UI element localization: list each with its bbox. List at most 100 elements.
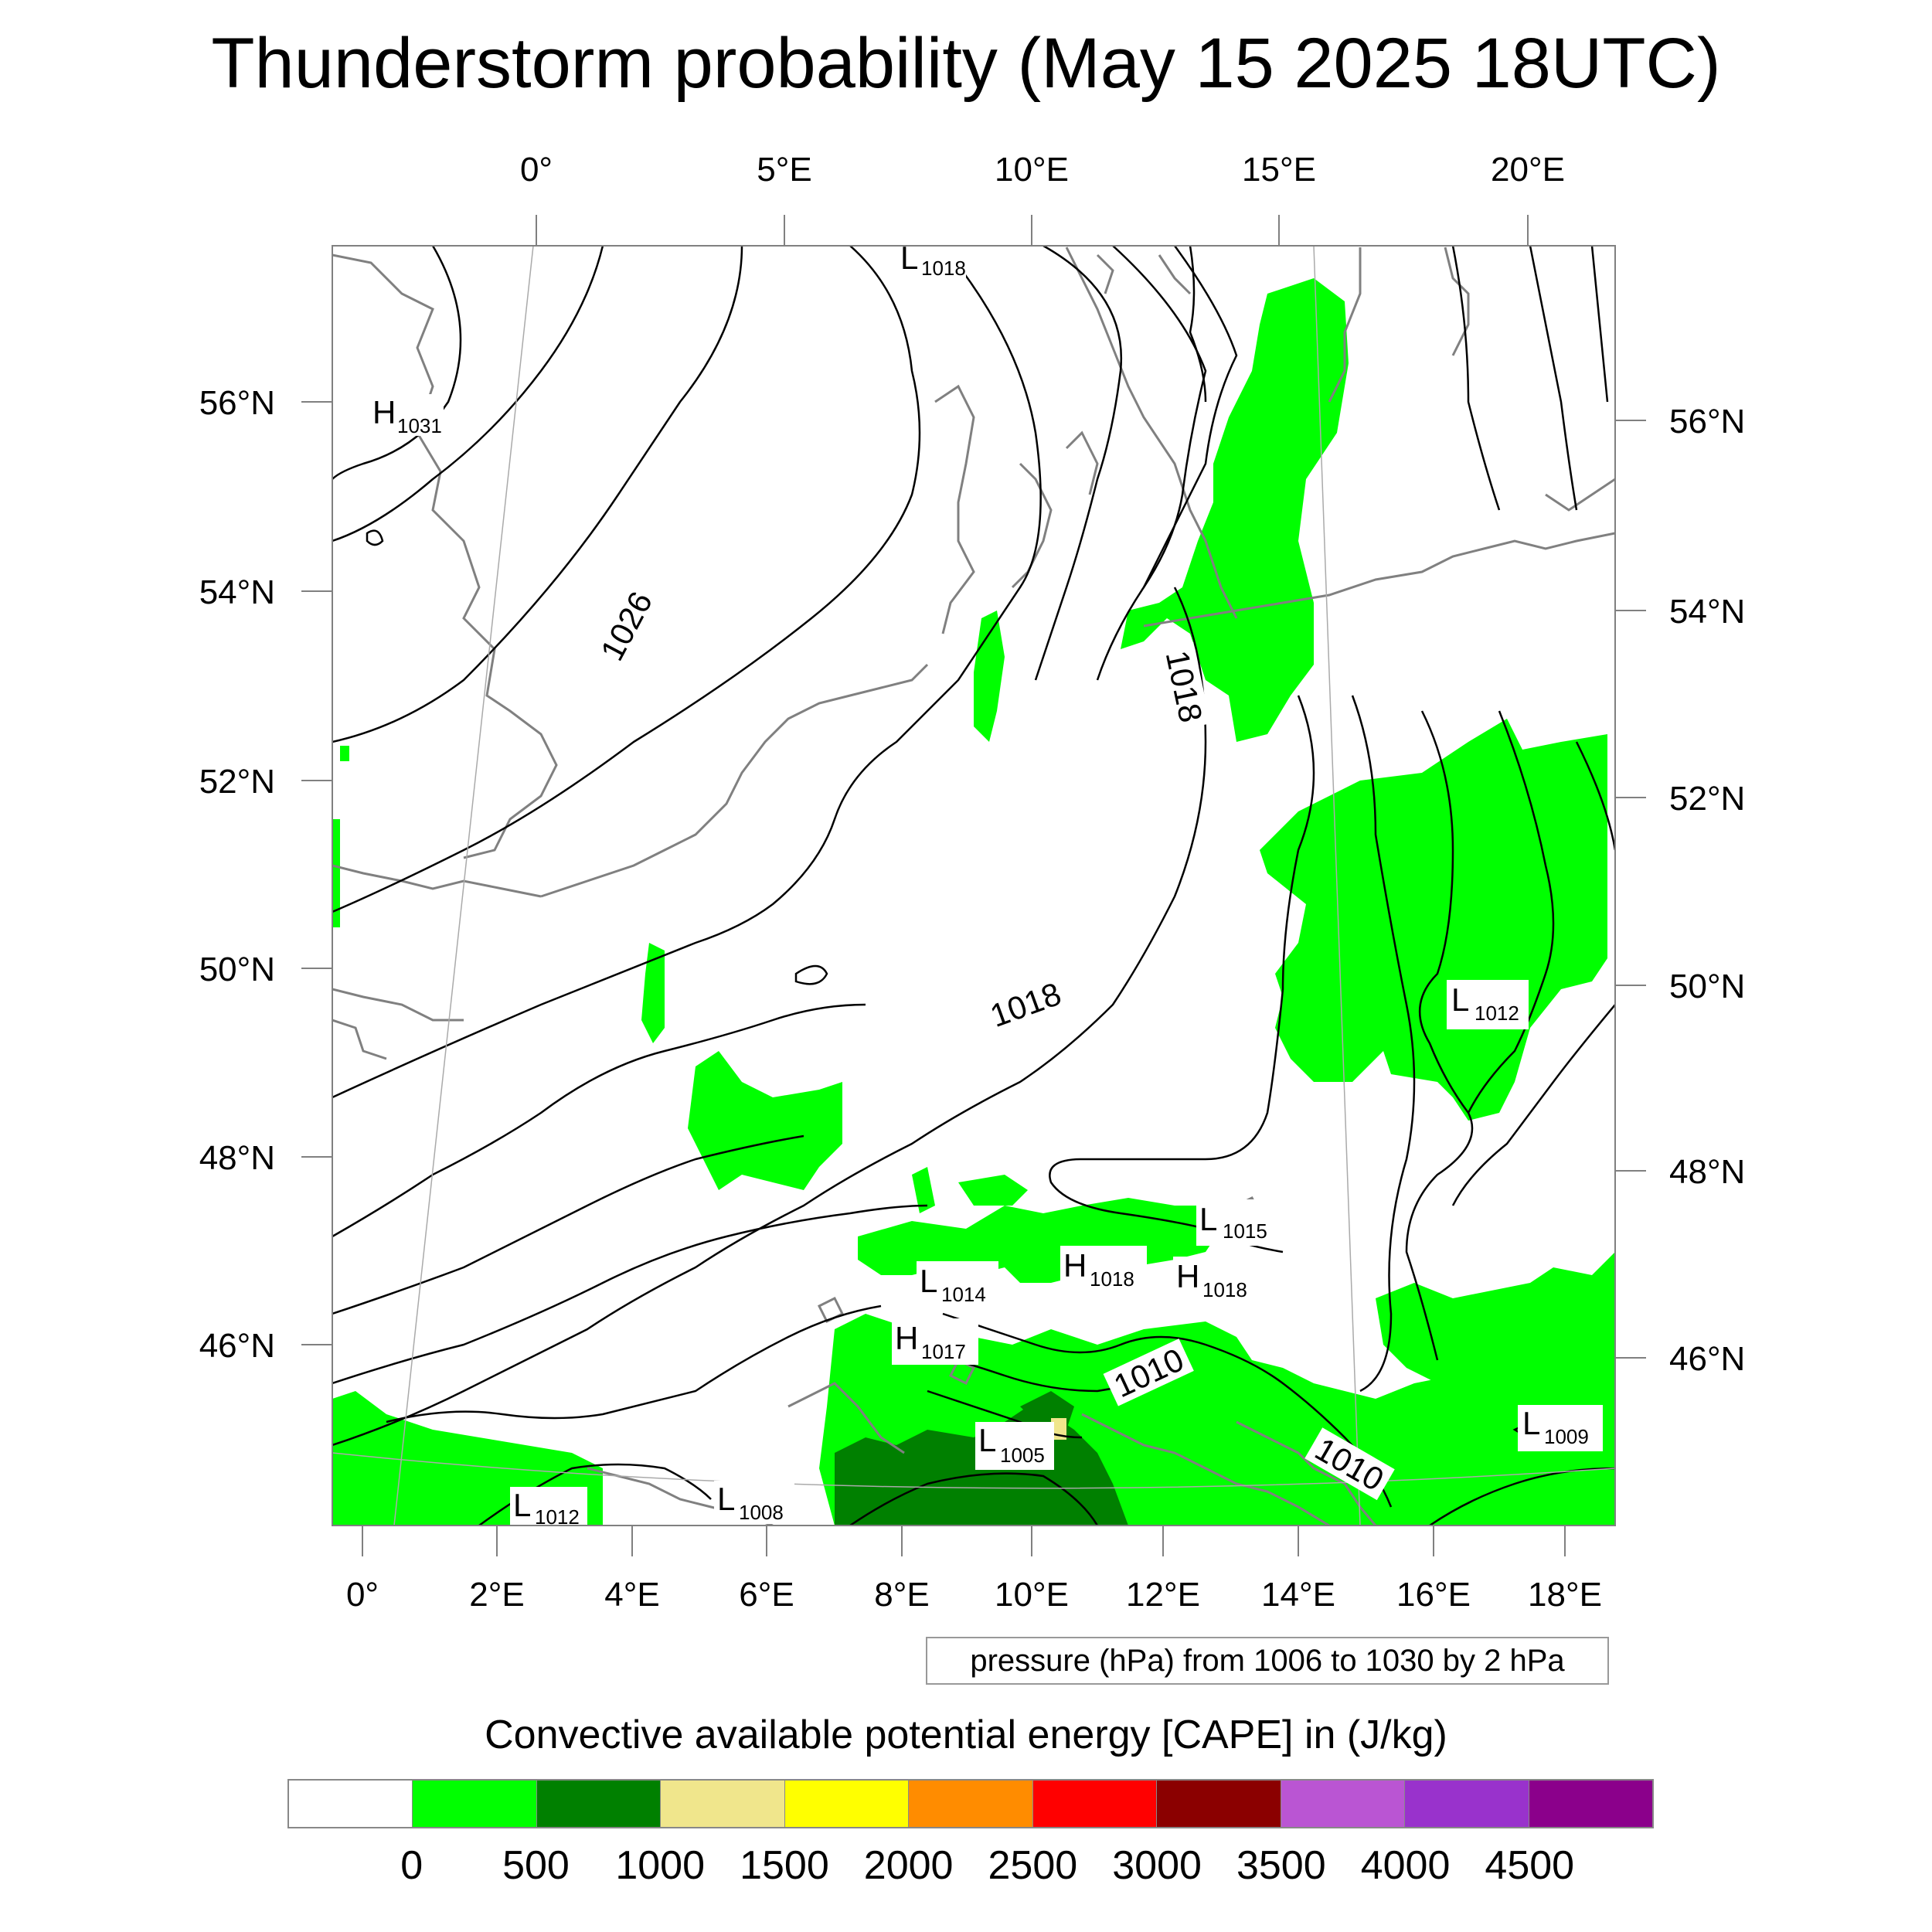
isobars [332,246,1615,1526]
colorbar-swatch [661,1781,785,1827]
left-label-54n: 54°N [199,573,275,611]
map-plot-area: L 1018 H 1031 L 1012 L 1015 L 1014 [332,240,1615,1529]
svg-text:H: H [372,394,396,430]
left-label-52n: 52°N [199,763,275,801]
left-label-46n: 46°N [199,1327,275,1365]
colorbar-label: 1000 [615,1843,706,1888]
pressure-center-h1018-a: H 1018 [1060,1246,1147,1292]
svg-text:1018: 1018 [1090,1267,1134,1291]
colorbar-swatch [536,1781,662,1827]
svg-text:H: H [1176,1258,1199,1294]
right-label-50n: 50°N [1669,968,1745,1005]
right-axis-labels: 56°N 54°N 52°N 50°N 48°N 46°N [1669,403,1745,1378]
bottom-label-4e: 4°E [604,1576,659,1614]
right-label-46n: 46°N [1669,1340,1745,1378]
pressure-center-l1014: L 1014 [917,1261,998,1308]
bottom-label-18e: 18°E [1528,1576,1602,1614]
colorbar-swatch [1529,1781,1652,1827]
top-label-10e: 10°E [995,151,1069,189]
colorbar-swatch [413,1781,537,1827]
tick-marks [301,215,1646,1556]
bottom-label-10e: 10°E [995,1576,1069,1614]
svg-text:L: L [513,1487,531,1523]
bottom-label-14e: 14°E [1261,1576,1335,1614]
plot-frame [332,245,1616,1526]
colorbar-swatch [1032,1781,1158,1827]
map-title: Thunderstorm probability (May 15 2025 18… [211,24,1721,103]
colorbar-label: 3500 [1236,1843,1326,1888]
svg-text:1012: 1012 [1475,1002,1519,1025]
colorbar-swatch [1281,1781,1406,1827]
top-label-20e: 20°E [1491,151,1565,189]
pressure-contour-note: pressure (hPa) from 1006 to 1030 by 2 hP… [926,1637,1609,1685]
top-axis-labels: 0° 5°E 10°E 15°E 20°E [520,151,1565,189]
colorbar-labels: 0 500 1000 1500 2000 2500 3000 3500 4000 4500 [0,1842,1932,1896]
svg-text:1031: 1031 [397,414,442,437]
svg-text:L: L [978,1422,996,1458]
svg-text:L: L [717,1481,735,1517]
svg-text:L: L [1451,981,1469,1018]
colorbar-swatch [1157,1781,1281,1827]
colorbar-label: 3000 [1112,1843,1202,1888]
top-label-15e: 15°E [1242,151,1316,189]
svg-text:L: L [1199,1201,1217,1237]
graticule [332,246,1615,1526]
left-label-50n: 50°N [199,951,275,988]
colorbar-label: 2000 [863,1843,954,1888]
svg-text:H: H [895,1320,918,1356]
pressure-center-l1012-west: L 1012 [510,1487,587,1529]
bottom-label-8e: 8°E [874,1576,929,1614]
bottom-label-0: 0° [346,1576,379,1614]
svg-text:L: L [920,1263,937,1299]
right-label-54n: 54°N [1669,593,1745,631]
colorbar-label: 4000 [1360,1843,1451,1888]
left-label-56n: 56°N [199,384,275,422]
legend-title: Convective available potential energy [C… [485,1713,1447,1757]
right-label-56n: 56°N [1669,403,1745,440]
bottom-label-2e: 2°E [469,1576,524,1614]
colorbar-swatch [1405,1781,1529,1827]
colorbar-swatch [909,1781,1033,1827]
right-label-48n: 48°N [1669,1153,1745,1191]
colorbar-swatch [784,1781,910,1827]
svg-text:1008: 1008 [739,1501,784,1524]
bottom-label-6e: 6°E [739,1576,794,1614]
svg-text:1009: 1009 [1544,1425,1589,1448]
pressure-center-l1005: L 1005 [975,1422,1054,1470]
colorbar-label: 1500 [740,1843,829,1888]
pressure-center-h1031: H 1031 [369,394,444,437]
pressure-centers: L 1018 H 1031 L 1012 L 1015 L 1014 [369,240,1603,1529]
colorbar-label: 500 [502,1843,570,1888]
pressure-center-h1017: H 1017 [892,1318,978,1365]
cape-colorbar [287,1779,1654,1828]
svg-text:1018: 1018 [921,257,966,280]
colorbar-label: 2500 [988,1843,1078,1888]
svg-text:H: H [1063,1247,1087,1284]
colorbar-swatch [289,1781,413,1827]
svg-text:L: L [1522,1405,1540,1441]
pressure-center-l1009: L 1009 [1518,1405,1603,1451]
svg-text:L: L [900,240,918,276]
svg-text:1014: 1014 [941,1283,986,1306]
colorbar-label: 0 [400,1843,423,1888]
pressure-center-l1015: L 1015 [1196,1199,1281,1246]
pressure-center-h1018-b: H 1018 [1173,1257,1260,1303]
svg-text:1012: 1012 [535,1505,580,1529]
left-axis-labels: 56°N 54°N 52°N 50°N 48°N 46°N [199,384,275,1365]
pressure-center-l1018-north: L 1018 [896,240,966,280]
left-label-48n: 48°N [199,1139,275,1177]
bottom-label-12e: 12°E [1126,1576,1200,1614]
pressure-center-l1008: L 1008 [714,1481,794,1524]
top-label-5e: 5°E [757,151,811,189]
top-label-0: 0° [520,151,553,189]
colorbar-label: 4500 [1485,1843,1575,1888]
svg-text:1017: 1017 [921,1340,966,1363]
pressure-center-l1012-east: L 1012 [1447,980,1529,1029]
right-label-52n: 52°N [1669,780,1745,818]
svg-text:1005: 1005 [1000,1444,1045,1467]
svg-text:1015: 1015 [1223,1219,1267,1243]
bottom-axis-labels: 0° 2°E 4°E 6°E 8°E 10°E 12°E 14°E 16°E 1… [346,1576,1602,1614]
svg-text:1018: 1018 [1202,1278,1247,1301]
bottom-label-16e: 16°E [1396,1576,1471,1614]
